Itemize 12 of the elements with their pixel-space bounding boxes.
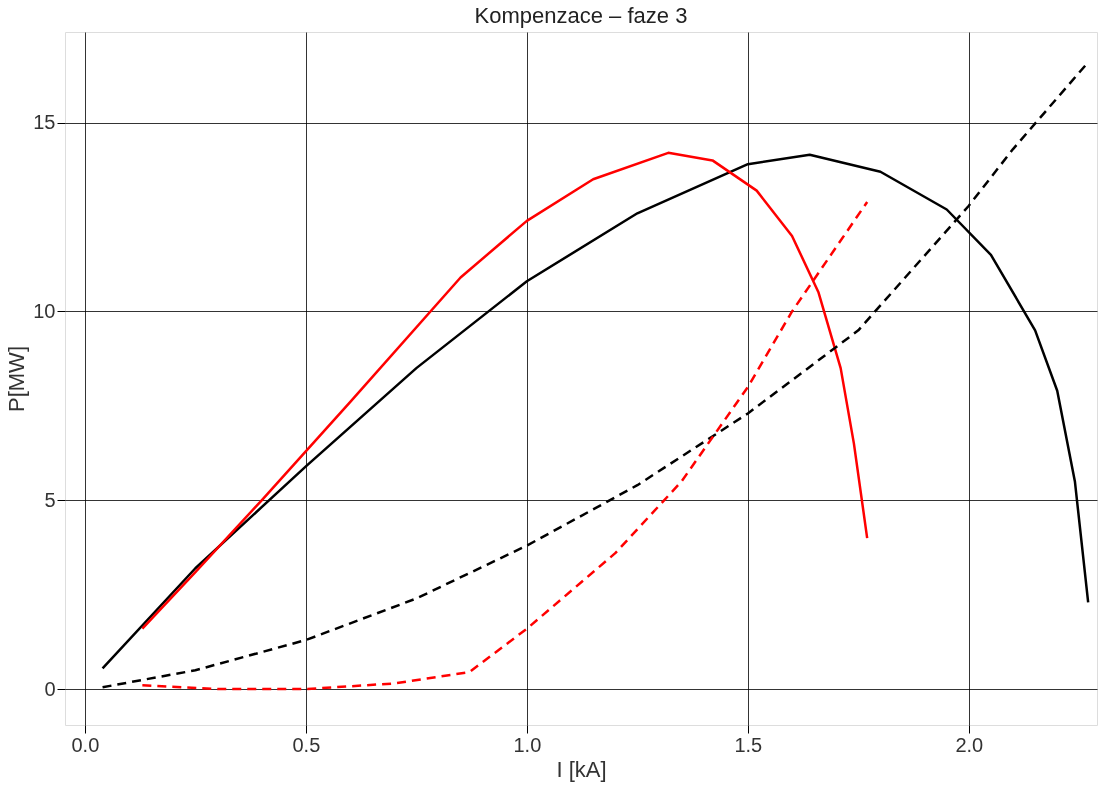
x-tick-label: 1.0 [513, 733, 542, 756]
y-tick-label: 5 [44, 488, 56, 511]
y-axis-title: P[MW] [4, 346, 30, 412]
x-tick-label: 0.5 [292, 733, 321, 756]
y-tick-label: 10 [33, 299, 56, 322]
x-tick-label: 1.5 [734, 733, 763, 756]
x-tick-label: 2.0 [955, 733, 984, 756]
x-tick-label: 0.0 [71, 733, 100, 756]
y-tick-label: 15 [33, 111, 56, 134]
y-tick-label: 0 [44, 677, 56, 700]
chart-title: Kompenzace – faze 3 [474, 3, 688, 28]
x-axis-title: I [kA] [556, 756, 607, 782]
